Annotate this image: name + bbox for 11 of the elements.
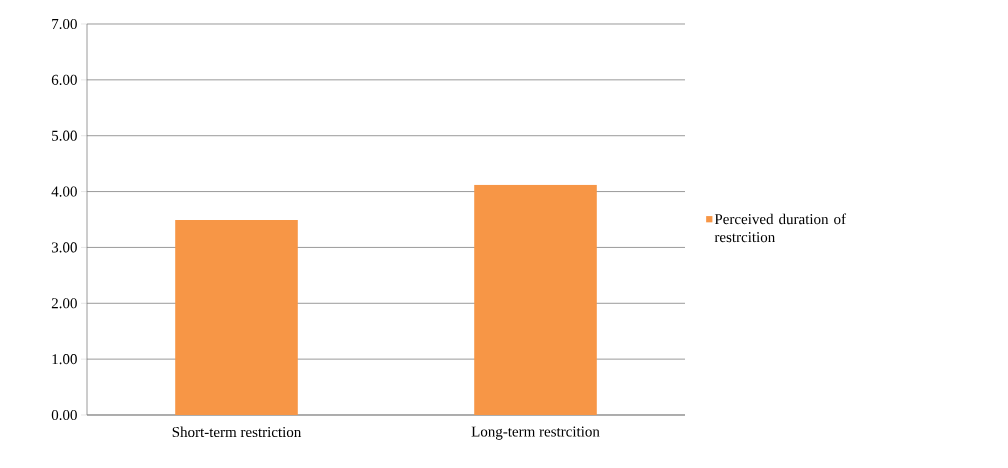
y-tick-label: 3.00 <box>51 242 77 253</box>
y-tick-label: 6.00 <box>51 74 77 85</box>
y-tick-label: 2.00 <box>51 298 77 309</box>
y-tick-label: 0.00 <box>51 409 77 421</box>
y-tick-label: 7.00 <box>52 18 77 30</box>
y-tick-label: 5.00 <box>52 130 77 141</box>
y-tick-label: 1.00 <box>52 354 77 365</box>
y-tick-label: 4.00 <box>51 186 77 197</box>
x-tick-label: Short-term restriction <box>172 426 302 438</box>
x-tick-label: Long-term restrcition <box>471 426 600 440</box>
legend-label: Perceived duration of restrcition <box>714 213 847 243</box>
